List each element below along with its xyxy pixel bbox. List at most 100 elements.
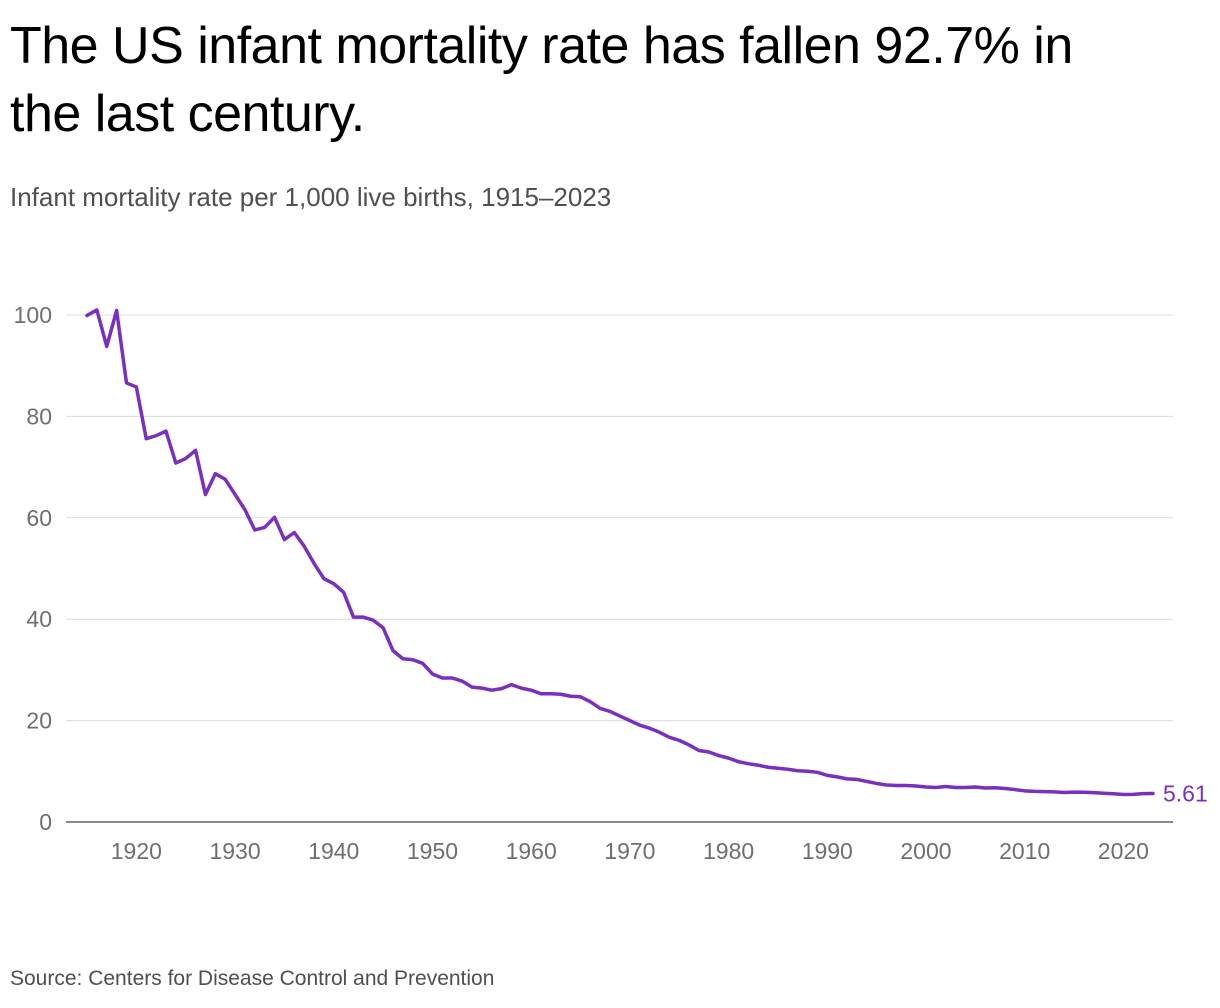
data-point-2001 <box>934 786 937 789</box>
data-point-1986 <box>786 768 789 771</box>
data-point-1998 <box>905 784 908 787</box>
data-point-1945 <box>382 626 385 629</box>
data-point-1915 <box>86 314 89 317</box>
data-point-1969 <box>619 715 622 718</box>
chart-subtitle: Infant mortality rate per 1,000 live bir… <box>10 182 612 212</box>
data-point-1961 <box>540 692 543 695</box>
end-value-label: 5.61 <box>1163 781 1208 807</box>
data-point-1924 <box>174 462 177 465</box>
y-tick-label: 0 <box>39 809 52 835</box>
data-point-2021 <box>1132 793 1135 796</box>
data-point-1944 <box>372 619 375 622</box>
data-point-2018 <box>1102 792 1105 795</box>
data-point-2023 <box>1152 792 1155 795</box>
data-point-1990 <box>826 774 829 777</box>
data-point-2014 <box>1063 791 1066 794</box>
data-point-1917 <box>105 345 108 348</box>
data-point-1932 <box>253 528 256 531</box>
data-point-2008 <box>1003 787 1006 790</box>
y-tick-label: 20 <box>26 708 52 734</box>
data-point-1958 <box>510 683 513 686</box>
x-axis-ticks: 1920 1930 1940 1950 1960 1970 1980 1990 2000 2010… <box>111 838 1149 864</box>
data-point-1938 <box>313 562 316 565</box>
x-tick-label: 1950 <box>407 838 458 864</box>
data-point-2017 <box>1092 791 1095 794</box>
data-point-2000 <box>924 786 927 789</box>
data-point-1966 <box>589 700 592 703</box>
data-point-1965 <box>579 695 582 698</box>
data-point-1943 <box>362 616 365 619</box>
x-tick-label: 1980 <box>703 838 754 864</box>
data-point-1981 <box>737 760 740 763</box>
x-tick-label: 2020 <box>1098 838 1149 864</box>
data-point-1983 <box>757 764 760 767</box>
data-point-1947 <box>401 657 404 660</box>
data-point-1934 <box>273 516 276 519</box>
data-point-1930 <box>234 493 237 496</box>
data-point-1937 <box>303 545 306 548</box>
data-point-1956 <box>490 689 493 692</box>
data-point-1923 <box>164 430 167 433</box>
data-point-1962 <box>549 692 552 695</box>
data-point-1985 <box>776 767 779 770</box>
data-point-2010 <box>1023 789 1026 792</box>
data-point-1928 <box>214 472 217 475</box>
data-point-1993 <box>855 778 858 781</box>
x-tick-label: 1990 <box>802 838 853 864</box>
data-point-1988 <box>806 770 809 773</box>
y-axis-ticks: 0 20 40 60 80 100 <box>14 302 52 835</box>
data-point-1968 <box>609 710 612 713</box>
data-point-1948 <box>411 658 414 661</box>
data-point-2005 <box>974 786 977 789</box>
data-point-2016 <box>1082 791 1085 794</box>
data-point-2019 <box>1112 792 1115 795</box>
data-point-1953 <box>461 680 464 683</box>
data-point-1922 <box>155 434 158 437</box>
data-point-2006 <box>984 787 987 790</box>
data-point-1929 <box>224 478 227 481</box>
data-point-2012 <box>1043 790 1046 793</box>
data-point-1992 <box>846 777 849 780</box>
data-point-1950 <box>431 672 434 675</box>
y-tick-label: 60 <box>26 505 52 531</box>
data-point-1959 <box>520 687 523 690</box>
data-point-1957 <box>500 687 503 690</box>
data-point-2002 <box>944 785 947 788</box>
x-tick-label: 1920 <box>111 838 162 864</box>
data-point-1919 <box>125 381 128 384</box>
data-point-1926 <box>194 449 197 452</box>
data-point-1941 <box>342 591 345 594</box>
data-point-2009 <box>1013 788 1016 791</box>
data-point-1916 <box>95 308 98 311</box>
data-point-1984 <box>767 766 770 769</box>
x-tick-label: 2010 <box>999 838 1050 864</box>
data-point-2020 <box>1122 793 1125 796</box>
data-point-1949 <box>421 662 424 665</box>
data-point-1964 <box>569 695 572 698</box>
data-point-1999 <box>915 785 918 788</box>
data-point-1970 <box>628 719 631 722</box>
x-tick-label: 1960 <box>506 838 557 864</box>
data-point-1971 <box>638 724 641 727</box>
chart-title: The US infant mortality rate has fallen … <box>10 17 1073 143</box>
data-point-1954 <box>470 686 473 689</box>
data-point-1995 <box>875 782 878 785</box>
y-tick-label: 80 <box>26 403 52 429</box>
data-point-2015 <box>1073 791 1076 794</box>
data-point-1942 <box>352 616 355 619</box>
data-point-1960 <box>530 689 533 692</box>
data-point-1936 <box>293 531 296 534</box>
data-point-1975 <box>678 739 681 742</box>
data-point-1987 <box>796 769 799 772</box>
x-tick-label: 1970 <box>604 838 655 864</box>
data-point-1952 <box>451 677 454 680</box>
data-point-2013 <box>1053 790 1056 793</box>
data-point-1918 <box>115 309 118 312</box>
data-point-1921 <box>145 437 148 440</box>
data-point-1963 <box>559 693 562 696</box>
data-point-1980 <box>727 757 730 760</box>
data-point-1982 <box>747 762 750 765</box>
data-point-2003 <box>954 786 957 789</box>
data-point-1951 <box>441 677 444 680</box>
